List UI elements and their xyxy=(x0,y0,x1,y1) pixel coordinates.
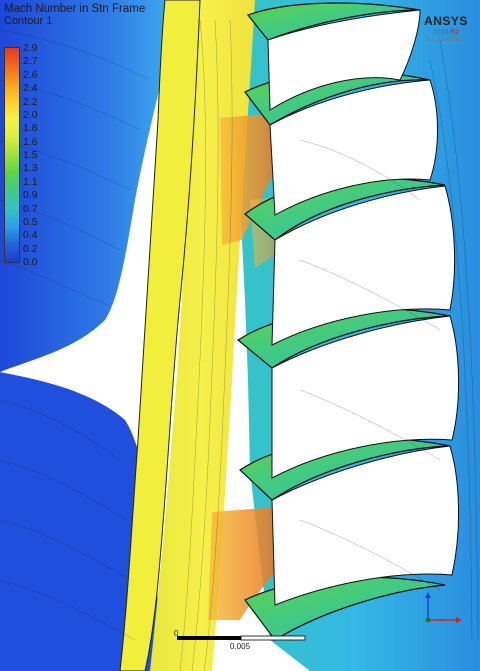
axis-triad[interactable] xyxy=(418,590,474,634)
triad-x-arrow xyxy=(456,617,462,623)
legend-tick-label: 1.6 xyxy=(23,135,38,148)
legend-tick-label: 1.8 xyxy=(23,122,38,135)
legend-tick-label: 0.9 xyxy=(23,189,38,202)
logo-version-release: R2 xyxy=(450,29,460,36)
legend-tick-label: 1.5 xyxy=(23,149,38,161)
iso-lines xyxy=(0,19,479,671)
legend-tick-label: 2.7 xyxy=(23,55,38,68)
passage-3 xyxy=(271,185,456,346)
logo-edition: ACADEMIC xyxy=(426,37,466,43)
legend-tick-label: 1.3 xyxy=(23,162,38,175)
passage-1 xyxy=(267,9,421,111)
inlet-region xyxy=(0,0,180,372)
legend-tick-label: 2.2 xyxy=(23,95,38,108)
legend-colorbar xyxy=(4,47,20,263)
triad-z-arrow xyxy=(425,592,431,598)
scale-bar-end-label: 0.005 xyxy=(230,642,251,651)
logo-version-year: 2020 xyxy=(432,29,449,36)
logo-version: 2020 R2 xyxy=(416,29,476,36)
legend-tick-label: 2.6 xyxy=(23,68,38,81)
legend-subtitle: Contour 1 xyxy=(4,15,53,27)
passage-5 xyxy=(271,445,460,606)
legend-tick-label: 0.4 xyxy=(23,229,38,242)
scale-bar-start-label: 0 xyxy=(174,629,179,638)
legend-tick-label: 2.9 xyxy=(23,42,38,54)
passage-2 xyxy=(269,79,438,216)
scale-bar xyxy=(177,635,306,641)
legend-tick-label: 0.0 xyxy=(23,256,38,268)
legend-tick-label: 1.1 xyxy=(23,175,38,188)
ansys-logo: ANSYS 2020 R2 ACADEMIC xyxy=(416,14,476,43)
legend-tick-label: 0.5 xyxy=(23,215,38,228)
shock-wedge-bottom xyxy=(208,506,290,620)
logo-brand: ANSYS xyxy=(424,14,468,28)
legend-tick-label: 0.7 xyxy=(23,202,38,215)
passage-4 xyxy=(271,315,460,479)
inlet-region-lower xyxy=(0,372,159,671)
triad-y-axis xyxy=(425,617,431,623)
legend-title: Mach Number in Stn Frame xyxy=(4,3,146,15)
legend-tick-label: 0.2 xyxy=(23,242,38,255)
legend-tick-label: 2.0 xyxy=(23,108,38,121)
legend-tick-label: 2.4 xyxy=(23,82,38,95)
